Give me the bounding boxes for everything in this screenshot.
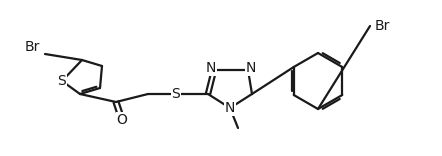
Text: Br: Br — [24, 40, 40, 54]
Text: O: O — [117, 113, 127, 127]
Text: S: S — [57, 74, 66, 88]
Text: N: N — [246, 61, 256, 75]
Text: S: S — [171, 87, 180, 101]
Text: N: N — [206, 61, 216, 75]
Text: Br: Br — [374, 19, 390, 33]
Text: N: N — [225, 101, 235, 115]
